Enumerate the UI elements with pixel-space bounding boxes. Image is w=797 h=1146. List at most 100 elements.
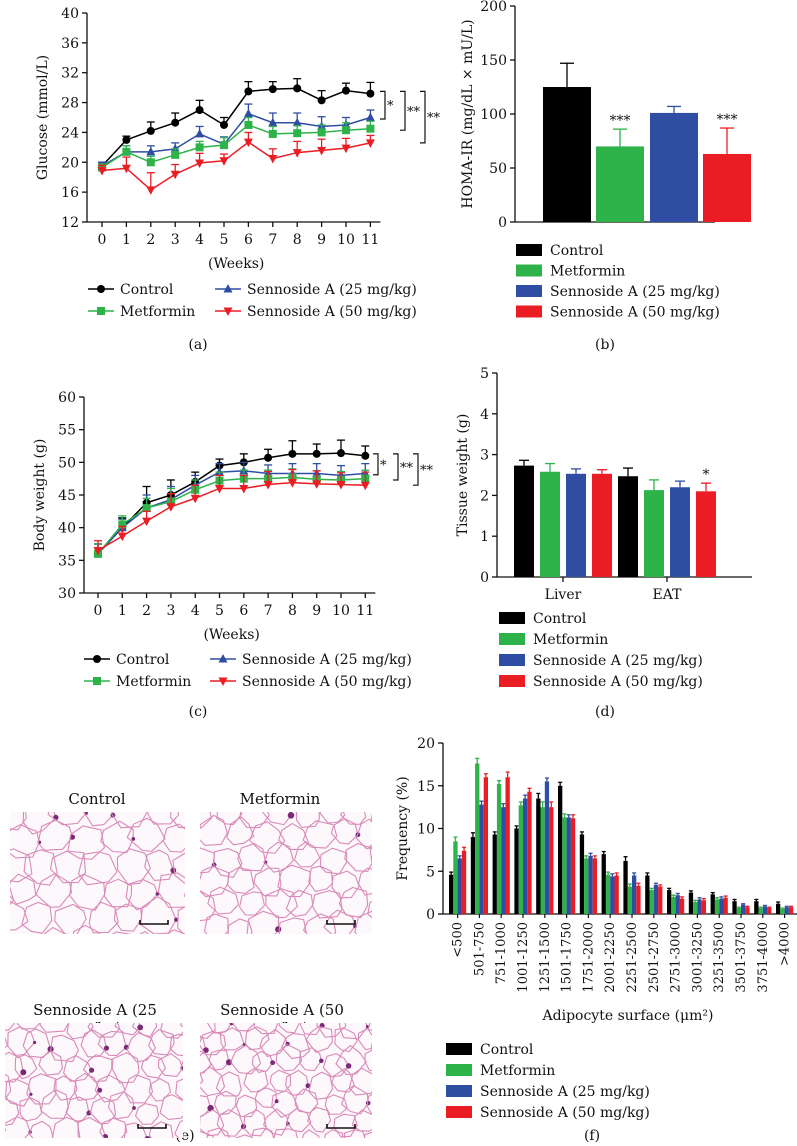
chart-c-x-tick-label: 11	[356, 603, 374, 619]
chart-f-legend-metformin-swatch	[446, 1064, 472, 1076]
chart-f-bar-control	[492, 834, 497, 914]
chart-f-legend-sa25-swatch	[446, 1085, 472, 1097]
chart-f-bar-sa25	[784, 907, 789, 914]
chart-a-point-sa25	[292, 117, 302, 127]
chart-c-x-tick-label: 2	[142, 603, 151, 619]
chart-a-x-label: (Weeks)	[208, 256, 264, 272]
chart-c-x-tick-label: 10	[332, 603, 350, 619]
chart-f-bar-sa25	[719, 898, 724, 914]
chart-a-point-sa25	[170, 143, 180, 153]
chart-a-point-metformin	[146, 158, 155, 167]
chart-a-point-sa25	[268, 117, 278, 127]
chart-b-y-tick-label: 100	[480, 107, 507, 123]
chart-f-bar-sa50	[614, 875, 619, 914]
chart-a-point-control	[220, 120, 228, 129]
chart-a-point-control	[195, 106, 204, 115]
chart-d-legend-metformin-swatch	[499, 633, 525, 645]
chart-f-bar-sa50	[745, 907, 750, 914]
chart-c-point-sa50	[215, 484, 224, 494]
chart-a-point-control	[244, 87, 253, 96]
chart-c-series-metformin	[97, 476, 366, 555]
chart-c-point-sa50	[312, 480, 322, 489]
chart-c-y-tick-label: 55	[58, 423, 76, 439]
chart-a-point-sa25	[146, 146, 156, 156]
chart-f-bar-sa50	[767, 908, 772, 914]
chart-f-bar-sa50	[658, 886, 663, 914]
chart-a-x-tick-label: 6	[244, 232, 253, 248]
chart-a-y-tick-label: 36	[61, 36, 79, 52]
chart-f-legend-control-swatch	[446, 1043, 472, 1055]
chart-f-x-tick-label: 2751-3000	[669, 922, 684, 993]
chart-c-legend-metformin-marker	[93, 677, 101, 685]
chart-f-x-tick-label: 3001-3250	[690, 922, 705, 993]
chart-f-bar-sa50	[592, 858, 597, 914]
chart-c-x-tick-label: 1	[118, 603, 127, 619]
chart-b-legend-metformin-text: Metformin	[550, 264, 625, 280]
chart-c-x-tick-label: 7	[264, 603, 273, 619]
chart-f-bar-metformin	[649, 890, 654, 914]
chart-b-legend-sa25-text: Sennoside A (25 mg/kg)	[550, 284, 720, 300]
chart-a-y-tick-label: 16	[61, 185, 79, 201]
chart-d-y-label: Tissue weight (g)	[455, 414, 471, 537]
chart-f-bar-metformin	[453, 841, 458, 914]
chart-f-bar-control	[776, 903, 781, 914]
chart-a-y-tick-label: 24	[61, 125, 79, 141]
chart-c-y-tick-label: 60	[58, 390, 76, 406]
panel-letter: (e)	[175, 1128, 194, 1144]
chart-a-point-sa25	[243, 108, 253, 118]
chart-c-sig-bracket	[393, 453, 399, 481]
chart-f-bar-sa25	[741, 904, 746, 914]
chart-f-y-tick-label: 10	[417, 822, 435, 838]
chart-c-point-sa50	[336, 481, 346, 490]
chart-f-bar-metformin	[475, 763, 480, 914]
chart-c-y-tick-label: 40	[58, 521, 76, 537]
chart-f-bar-sa50	[679, 898, 685, 914]
chart-f-x-tick-label: 1501-1750	[560, 922, 575, 993]
chart-c-point-sa25	[215, 467, 224, 476]
chart-f-bar-sa25	[610, 876, 615, 914]
chart-a-y-label: Glucose (mmol/L)	[35, 55, 51, 180]
chart-a-y-tick-label: 28	[61, 96, 79, 112]
chart-f-bar-metformin	[496, 784, 502, 914]
chart-f-x-tick-label: 2501-2750	[647, 922, 662, 993]
chart-f-bar-metformin	[584, 858, 589, 914]
chart-d-bar-control	[618, 476, 638, 577]
chart-a-x-tick-label: 5	[220, 232, 229, 248]
chart-f-bar-sa50	[570, 818, 576, 914]
chart-f-legend-sa25-text: Sennoside A (25 mg/kg)	[480, 1084, 650, 1100]
chart-b-legend-sa25-swatch	[516, 285, 542, 297]
chart-f-bar-control	[449, 874, 454, 914]
chart-b-legend-metformin-swatch	[516, 264, 542, 277]
chart-c-legend-sa25-marker	[218, 654, 228, 663]
chart-a-series-control	[101, 87, 371, 167]
chart-a-point-sa50	[195, 159, 205, 169]
panel-letter: (d)	[595, 704, 615, 720]
chart-d-y-tick-label: 3	[480, 448, 489, 464]
chart-a-point-control	[146, 126, 155, 135]
chart-c-point-sa50	[190, 494, 200, 504]
chart-a-point-sa50	[341, 144, 351, 154]
chart-b-y-tick-label: 200	[480, 0, 507, 15]
chart-c-point-sa50	[360, 481, 370, 491]
chart-a-sig-label: **	[427, 111, 441, 126]
chart-c-point-sa50	[117, 532, 127, 542]
chart-c-x-label: (Weeks)	[203, 627, 259, 643]
chart-b-legend-sa50-swatch	[516, 305, 542, 318]
chart-a-x-tick-label: 7	[268, 232, 277, 248]
chart-a-point-metformin	[342, 126, 350, 135]
chart-c-point-control	[264, 453, 273, 462]
chart-f-bar-sa50	[461, 850, 467, 914]
chart-b-y-tick-label: 150	[480, 53, 507, 69]
chart-a-point-sa25	[195, 128, 205, 138]
chart-d-bar-sa25	[670, 487, 690, 577]
chart-f-bar-sa25	[544, 781, 550, 914]
chart-a-sig-label: **	[407, 105, 421, 120]
chart-b-y-tick-label: 0	[498, 215, 507, 231]
chart-a-point-sa50	[170, 170, 180, 180]
chart-b-legend-control-swatch	[516, 244, 542, 256]
chart-b-sig-label: ***	[717, 112, 738, 128]
chart-a-point-sa50	[121, 164, 131, 174]
chart-c-x-tick-label: 0	[94, 603, 103, 619]
chart-f-legend-sa50-text: Sennoside A (50 mg/kg)	[480, 1105, 650, 1121]
chart-c-x-tick-label: 4	[191, 603, 200, 619]
